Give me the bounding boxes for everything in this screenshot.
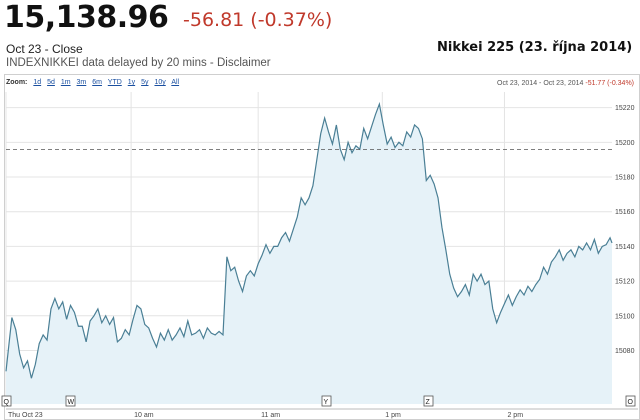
disclaimer-link[interactable]: Disclaimer — [216, 57, 271, 69]
price-change: -56.81 (-0.37%) — [183, 9, 333, 31]
zoom-option[interactable]: 6m — [92, 79, 102, 86]
zoom-option[interactable]: All — [171, 79, 180, 86]
chart-title: Nikkei 225 (23. října 2014) — [437, 40, 633, 55]
event-flag-label: W — [68, 399, 75, 406]
y-tick-label: 15200 — [615, 140, 635, 147]
ticker-symbol: INDEXNIKKEI — [6, 57, 79, 69]
current-price: 15,138.96 — [4, 0, 169, 35]
price-line — [5, 101, 613, 379]
y-tick-label: 15120 — [615, 279, 635, 286]
y-tick-label: 15140 — [615, 244, 635, 251]
zoom-label: Zoom: — [6, 79, 28, 86]
event-flag-label: Q — [4, 399, 10, 406]
zoom-option[interactable]: 10y — [154, 79, 166, 86]
y-tick-label: 15160 — [615, 209, 635, 216]
y-tick-label: 15220 — [615, 105, 635, 112]
date-range-text: Oct 23, 2014 - Oct 23, 2014 — [497, 80, 584, 87]
y-tick-label: 15180 — [615, 175, 635, 182]
event-flag — [423, 395, 434, 407]
date-range: Oct 23, 2014 - Oct 23, 2014 -51.77 (-0.3… — [497, 80, 634, 87]
zoom-option[interactable]: 5y — [141, 79, 149, 86]
event-flag — [1, 395, 12, 407]
area-fill — [6, 104, 612, 404]
zoom-option[interactable]: 1m — [60, 79, 71, 86]
range-change: -51.77 (-0.34%) — [585, 80, 634, 87]
event-flag — [65, 395, 76, 407]
event-flag — [321, 395, 332, 407]
zoom-option[interactable]: 5d — [47, 79, 55, 86]
event-flag-label: Z — [426, 399, 431, 406]
delay-text: data delayed by 20 mins - — [82, 57, 214, 69]
zoom-bar: Zoom: 1d 5d 1m 3m 6m YTD 1y 5y 10y All — [6, 79, 183, 86]
y-tick-label: 15080 — [615, 348, 635, 355]
zoom-option[interactable]: 1d — [33, 79, 42, 86]
x-tick-label: 11 am — [261, 412, 280, 419]
zoom-option[interactable]: 3m — [76, 79, 87, 86]
x-tick-label: 1 pm — [385, 412, 401, 419]
y-tick-label: 15100 — [615, 313, 635, 320]
x-tick-label: Thu Oct 23 — [8, 412, 43, 419]
event-flag-label: Y — [324, 399, 329, 406]
event-flag — [625, 395, 636, 407]
zoom-option[interactable]: YTD — [107, 79, 122, 86]
x-tick-label: 10 am — [134, 412, 154, 419]
event-flag-label: O — [628, 399, 634, 406]
x-tick-label: 2 pm — [507, 412, 523, 419]
delay-notice: INDEXNIKKEI data delayed by 20 mins - Di… — [6, 57, 271, 69]
zoom-option[interactable]: 1y — [127, 79, 136, 86]
close-date: Oct 23 - Close — [6, 42, 83, 56]
